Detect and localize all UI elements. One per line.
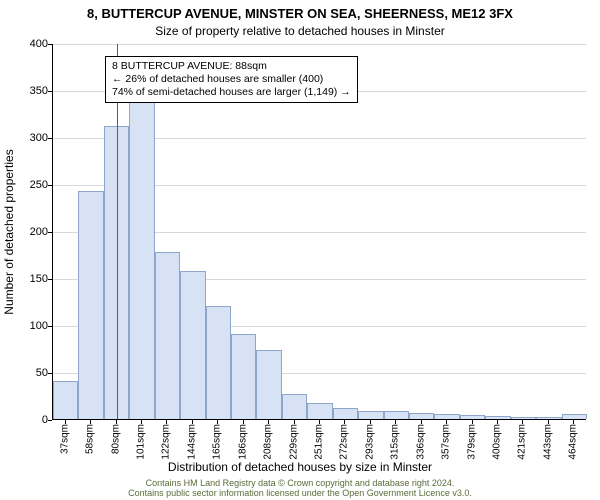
x-tick-mark [141,420,142,424]
annotation-box: 8 BUTTERCUP AVENUE: 88sqm ← 26% of detac… [105,56,358,103]
x-tick-label: 186sqm [237,424,248,460]
y-tick-mark [48,185,52,186]
x-tick-mark [370,420,371,424]
x-tick-mark [472,420,473,424]
histogram-bar [78,191,103,419]
x-tick-mark [395,420,396,424]
plot-area: 8 BUTTERCUP AVENUE: 88sqm ← 26% of detac… [52,44,586,420]
x-tick-mark [243,420,244,424]
x-tick-mark [446,420,447,424]
histogram-bar [358,411,383,419]
histogram-bar [562,414,587,419]
histogram-bar [511,417,536,419]
x-tick-label: 165sqm [212,424,223,460]
footer-text: Contains HM Land Registry data © Crown c… [0,478,600,498]
x-tick-mark [573,420,574,424]
x-tick-mark [548,420,549,424]
x-tick-label: 229sqm [288,424,299,460]
x-tick-label: 293sqm [364,424,375,460]
x-tick-label: 315sqm [390,424,401,460]
x-tick-mark [319,420,320,424]
y-tick-label: 0 [8,414,48,426]
x-tick-label: 58sqm [85,424,96,454]
histogram-bar [536,417,561,419]
x-tick-mark [522,420,523,424]
annotation-line-1: 8 BUTTERCUP AVENUE: 88sqm [112,60,351,73]
y-tick-mark [48,326,52,327]
y-tick-mark [48,420,52,421]
y-tick-mark [48,232,52,233]
y-tick-label: 200 [8,226,48,238]
histogram-bar [180,271,205,419]
x-tick-label: 464sqm [568,424,579,460]
x-tick-mark [217,420,218,424]
histogram-bar [384,411,409,419]
histogram-bar [333,408,358,419]
y-tick-mark [48,44,52,45]
title-main: 8, BUTTERCUP AVENUE, MINSTER ON SEA, SHE… [0,6,600,21]
x-tick-label: 379sqm [466,424,477,460]
y-tick-label: 100 [8,320,48,332]
y-tick-label: 300 [8,132,48,144]
x-tick-mark [65,420,66,424]
annotation-line-3: 74% of semi-detached houses are larger (… [112,86,351,99]
x-tick-mark [497,420,498,424]
x-tick-mark [116,420,117,424]
gridline [53,44,586,45]
x-tick-mark [344,420,345,424]
histogram-bar [409,413,434,419]
y-tick-mark [48,373,52,374]
y-tick-label: 400 [8,38,48,50]
x-axis-label: Distribution of detached houses by size … [0,460,600,474]
y-tick-label: 150 [8,273,48,285]
x-tick-label: 357sqm [441,424,452,460]
histogram-bar [460,415,485,419]
histogram-bar [485,416,510,419]
histogram-bar [307,403,332,419]
y-tick-mark [48,138,52,139]
x-tick-label: 272sqm [339,424,350,460]
y-tick-mark [48,279,52,280]
footer-line-1: Contains HM Land Registry data © Crown c… [146,478,455,488]
footer-line-2: Contains public sector information licen… [128,488,472,498]
y-tick-label: 50 [8,367,48,379]
x-tick-mark [268,420,269,424]
x-tick-mark [294,420,295,424]
x-tick-mark [421,420,422,424]
x-tick-label: 122sqm [161,424,172,460]
x-tick-label: 400sqm [492,424,503,460]
histogram-bar [155,252,180,419]
x-tick-label: 208sqm [263,424,274,460]
histogram-bar [256,350,281,419]
x-tick-label: 443sqm [542,424,553,460]
x-tick-label: 144sqm [186,424,197,460]
x-tick-mark [166,420,167,424]
x-tick-mark [192,420,193,424]
annotation-line-2: ← 26% of detached houses are smaller (40… [112,73,351,86]
x-tick-label: 101sqm [136,424,147,460]
histogram-bar [282,394,307,419]
x-tick-label: 37sqm [59,424,70,454]
x-tick-label: 251sqm [314,424,325,460]
x-tick-label: 421sqm [517,424,528,460]
title-sub: Size of property relative to detached ho… [0,24,600,38]
histogram-bar [129,99,154,419]
histogram-bar [53,381,78,419]
x-tick-mark [90,420,91,424]
histogram-bar [231,334,256,419]
y-tick-label: 350 [8,85,48,97]
chart-container: 8, BUTTERCUP AVENUE, MINSTER ON SEA, SHE… [0,0,600,500]
y-tick-mark [48,91,52,92]
histogram-bar [434,414,459,419]
y-tick-label: 250 [8,179,48,191]
histogram-bar [206,306,231,419]
x-tick-label: 336sqm [415,424,426,460]
x-tick-label: 80sqm [110,424,121,454]
